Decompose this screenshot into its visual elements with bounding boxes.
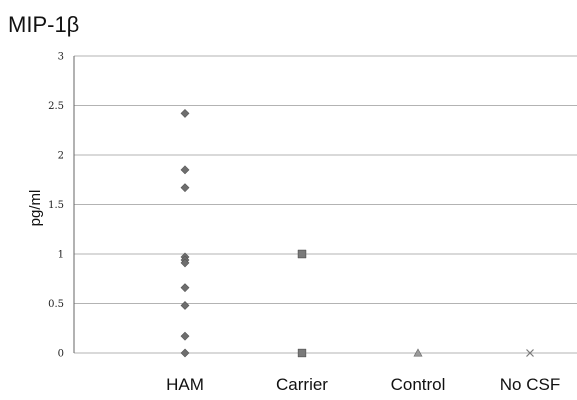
y-tick-label: 0 xyxy=(58,349,64,360)
data-point-ham xyxy=(180,108,190,118)
data-point-ham xyxy=(180,283,190,293)
y-tick-label: 2.5 xyxy=(48,101,64,112)
y-tick-label: 1.5 xyxy=(48,200,64,211)
y-tick-label: 0.5 xyxy=(48,299,64,310)
data-point-ham xyxy=(180,183,190,193)
data-point-control xyxy=(413,348,423,357)
x-tick-labels: HAM Carrier Control No CSF xyxy=(166,375,560,394)
y-tick-label: 1 xyxy=(58,250,64,261)
data-point-carrier xyxy=(297,348,307,358)
y-tick-label: 2 xyxy=(58,151,64,162)
data-point-ham xyxy=(180,258,190,268)
data-point-ham xyxy=(180,301,190,310)
y-tick-labels: 0 0.5 1 1.5 2 2.5 3 xyxy=(48,52,64,360)
data-point-ham xyxy=(180,331,190,341)
x-tick-label: Control xyxy=(391,375,446,394)
x-tick-label: No CSF xyxy=(500,375,560,394)
data-point-no-csf xyxy=(526,349,534,357)
data-point-carrier xyxy=(297,249,307,259)
x-tick-label: HAM xyxy=(166,375,204,394)
data-point-ham xyxy=(180,165,190,175)
chart-title: MIP-1β xyxy=(8,12,79,37)
data-points xyxy=(180,108,534,358)
gridlines xyxy=(73,55,577,354)
x-tick-label: Carrier xyxy=(276,375,328,394)
data-point-ham xyxy=(180,348,190,358)
y-tick-label: 3 xyxy=(58,52,64,63)
y-axis-label: pg/ml xyxy=(27,190,44,227)
